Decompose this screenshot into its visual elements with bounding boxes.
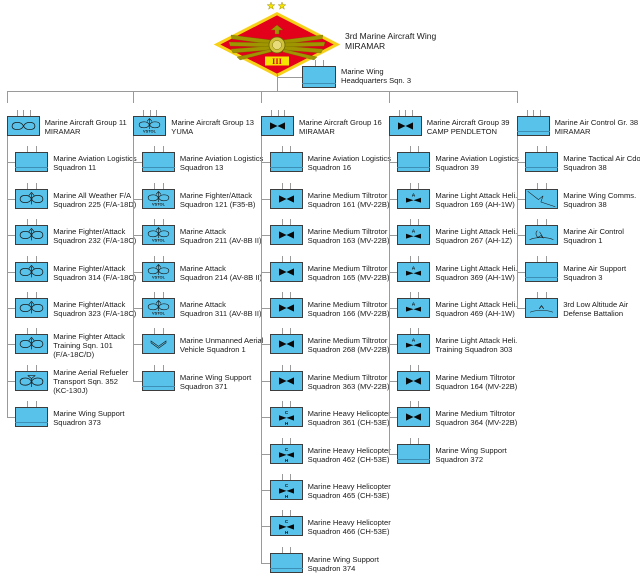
- svg-text:C: C: [284, 483, 288, 488]
- svg-text:A: A: [412, 338, 416, 344]
- svg-text:A: A: [412, 229, 416, 235]
- svg-text:VSTOL: VSTOL: [143, 129, 157, 134]
- svg-text:VSTOL: VSTOL: [152, 201, 166, 206]
- svg-text:III: III: [272, 56, 283, 66]
- svg-text:C: C: [284, 410, 288, 415]
- svg-text:VSTOL: VSTOL: [152, 311, 166, 316]
- svg-text:VSTOL: VSTOL: [152, 238, 166, 243]
- svg-text:A: A: [412, 192, 416, 198]
- svg-text:H: H: [284, 457, 287, 462]
- svg-text:H: H: [284, 530, 287, 535]
- svg-text:A: A: [412, 265, 416, 271]
- svg-text:C: C: [284, 519, 288, 524]
- svg-text:C: C: [284, 447, 288, 452]
- svg-text:H: H: [284, 421, 287, 426]
- svg-text:VSTOL: VSTOL: [152, 274, 166, 279]
- svg-text:A: A: [412, 302, 416, 308]
- svg-text:H: H: [284, 494, 287, 499]
